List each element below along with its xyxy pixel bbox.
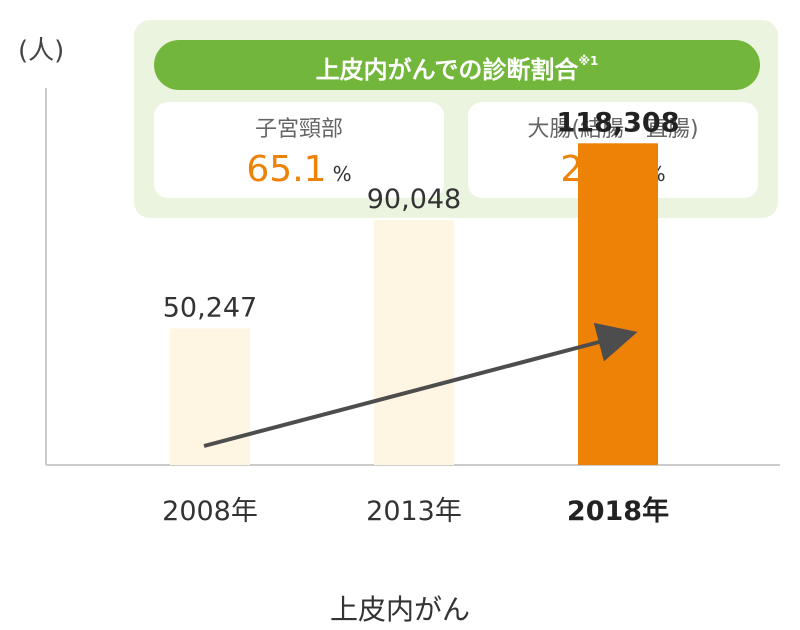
bar-value-label-2: 90,048 — [367, 184, 461, 215]
bar-2 — [374, 220, 454, 465]
callout-title-banner: 上皮内がんでの診断割合※1 — [154, 40, 760, 90]
x-tick-label-2: 2013年 — [366, 496, 462, 527]
bar-1 — [170, 328, 250, 465]
bar-value-label-1: 50,247 — [163, 292, 257, 323]
cervical-ratio-value: 65.1% — [154, 150, 444, 194]
x-tick-label-1: 2008年 — [162, 496, 258, 527]
x-axis-title: 上皮内がん — [329, 593, 470, 626]
cervical-ratio-card: 子宮頸部 65.1% — [154, 102, 444, 198]
cervical-ratio-number: 65.1 — [246, 149, 327, 190]
trend-arrow — [203, 322, 638, 448]
cervical-label: 子宮頸部 — [254, 117, 343, 142]
colorectal-label: 大腸(結腸・直腸) — [527, 117, 699, 142]
x-tick-label-3: 2018年 — [567, 495, 669, 527]
bar-3 — [578, 143, 658, 465]
bar-value-label-3: 118,308 — [557, 107, 680, 138]
cervical-ratio-unit: % — [332, 162, 352, 186]
callout-title: 上皮内がんでの診断割合 — [315, 56, 579, 84]
y-axis-unit: (人) — [18, 36, 65, 66]
callout-footnote-mark: ※1 — [578, 54, 599, 68]
